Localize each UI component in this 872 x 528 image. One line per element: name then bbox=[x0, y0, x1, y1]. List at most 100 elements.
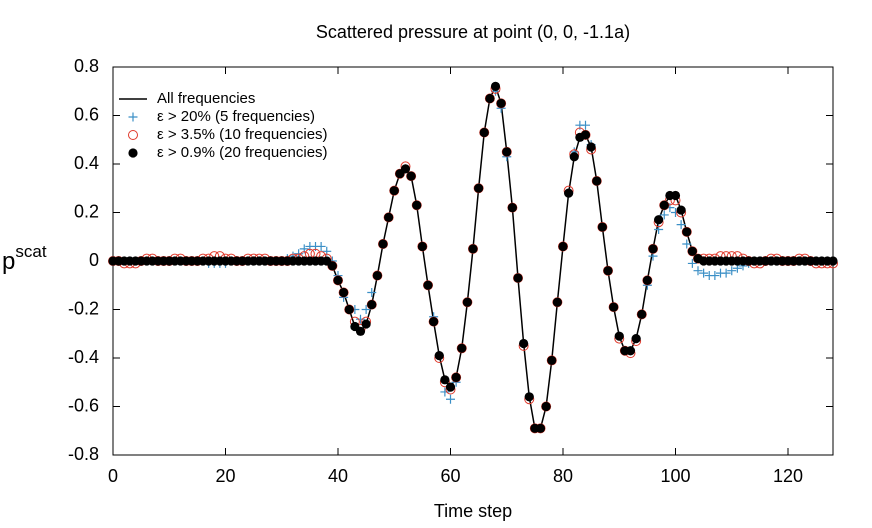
plus-stroke bbox=[687, 258, 697, 268]
plus-stroke bbox=[659, 210, 669, 220]
y-tick-label: -0.6 bbox=[68, 395, 99, 415]
plus-marker bbox=[710, 271, 720, 281]
dot-marker bbox=[580, 130, 591, 140]
y-tick-label: 0 bbox=[89, 250, 99, 270]
circle-marker bbox=[128, 130, 138, 140]
dot-marker bbox=[507, 203, 517, 213]
dot-marker bbox=[451, 372, 461, 382]
plus-stroke bbox=[440, 387, 450, 397]
dot-marker bbox=[687, 246, 697, 256]
y-tick-label: 0.8 bbox=[74, 56, 99, 76]
dot-marker bbox=[597, 222, 607, 232]
dot-marker bbox=[496, 98, 506, 108]
x-tick-label: 40 bbox=[328, 466, 348, 486]
y-tick-label: -0.2 bbox=[68, 298, 99, 318]
plus-marker bbox=[699, 268, 709, 278]
dot-marker bbox=[642, 275, 652, 285]
plus-marker bbox=[581, 120, 590, 130]
plus-stroke bbox=[710, 271, 720, 281]
plus-marker bbox=[721, 268, 731, 278]
x-tick-label: 80 bbox=[553, 466, 573, 486]
dot-marker bbox=[479, 127, 489, 138]
dot-marker bbox=[609, 302, 619, 312]
dot-marker bbox=[682, 227, 692, 237]
plus-stroke bbox=[727, 266, 737, 276]
y-label-base: p bbox=[2, 248, 15, 275]
legend-label: ε > 3.5% (10 frequencies) bbox=[157, 126, 328, 143]
dot-marker bbox=[384, 212, 394, 222]
dot-marker bbox=[502, 147, 512, 157]
legend-label: ε > 0.9% (20 frequencies) bbox=[157, 144, 328, 161]
dot-marker bbox=[558, 241, 568, 252]
dot-marker bbox=[569, 152, 579, 162]
dot-marker bbox=[564, 188, 574, 198]
plus-stroke bbox=[721, 268, 731, 278]
dot-marker bbox=[344, 304, 354, 315]
dot-marker bbox=[333, 275, 343, 285]
dot-marker bbox=[670, 190, 681, 201]
dot-marker bbox=[524, 392, 534, 402]
dot-marker bbox=[378, 239, 388, 249]
dot-marker bbox=[389, 186, 399, 196]
dot-marker bbox=[592, 176, 602, 186]
dot-marker bbox=[128, 148, 138, 158]
dot-marker bbox=[631, 334, 641, 344]
y-tick-label: 0.4 bbox=[74, 153, 99, 173]
dot-marker bbox=[513, 273, 523, 283]
chart-title: Scattered pressure at point (0, 0, -1.1a… bbox=[316, 22, 630, 42]
dot-marker bbox=[339, 287, 349, 298]
dot-marker bbox=[474, 183, 484, 193]
y-tick-label: 0.6 bbox=[74, 104, 99, 124]
dot-marker bbox=[552, 297, 562, 307]
dot-marker bbox=[423, 280, 433, 290]
y-label-sup: scat bbox=[15, 242, 46, 261]
plus-stroke bbox=[446, 394, 455, 404]
dot-marker bbox=[434, 350, 444, 361]
dot-marker bbox=[445, 382, 456, 392]
dot-marker bbox=[586, 142, 596, 152]
dot-marker bbox=[412, 200, 422, 210]
plus-marker bbox=[356, 314, 365, 324]
y-tick-label: -0.4 bbox=[68, 347, 99, 367]
plus-marker bbox=[682, 239, 692, 249]
x-tick-label: 60 bbox=[440, 466, 460, 486]
dot-marker bbox=[327, 261, 337, 271]
plus-stroke bbox=[699, 268, 709, 278]
dot-marker bbox=[490, 81, 501, 91]
legend-label: All frequencies bbox=[157, 90, 255, 107]
plus-stroke bbox=[128, 112, 138, 122]
plus-marker bbox=[316, 241, 326, 251]
dot-marker bbox=[637, 309, 647, 319]
x-tick-label: 100 bbox=[660, 466, 690, 486]
dot-marker bbox=[603, 266, 613, 276]
plus-stroke bbox=[367, 288, 377, 298]
plus-stroke bbox=[676, 220, 686, 230]
dot-marker bbox=[457, 343, 467, 353]
plus-marker bbox=[361, 305, 371, 314]
plus-marker bbox=[676, 220, 686, 230]
plus-stroke bbox=[316, 241, 326, 251]
dot-marker bbox=[417, 241, 427, 252]
plus-marker bbox=[367, 288, 377, 298]
dot-marker bbox=[614, 331, 624, 341]
dot-marker bbox=[406, 171, 416, 181]
plus-stroke bbox=[361, 305, 371, 314]
dot-marker bbox=[462, 297, 472, 307]
dot-marker bbox=[535, 423, 546, 433]
plus-marker bbox=[446, 394, 455, 404]
plus-stroke bbox=[682, 239, 692, 249]
plus-stroke bbox=[581, 120, 590, 130]
dot-marker bbox=[468, 244, 478, 254]
dot-marker bbox=[547, 355, 557, 366]
plus-marker bbox=[659, 210, 669, 220]
y-axis-label: pscat bbox=[2, 242, 47, 275]
dot-marker bbox=[355, 326, 366, 336]
plus-marker bbox=[128, 112, 138, 122]
dot-marker bbox=[659, 200, 669, 210]
x-axis-label: Time step bbox=[434, 501, 512, 521]
x-tick-label: 20 bbox=[215, 466, 235, 486]
dot-marker bbox=[828, 256, 838, 266]
plus-marker bbox=[693, 266, 703, 276]
